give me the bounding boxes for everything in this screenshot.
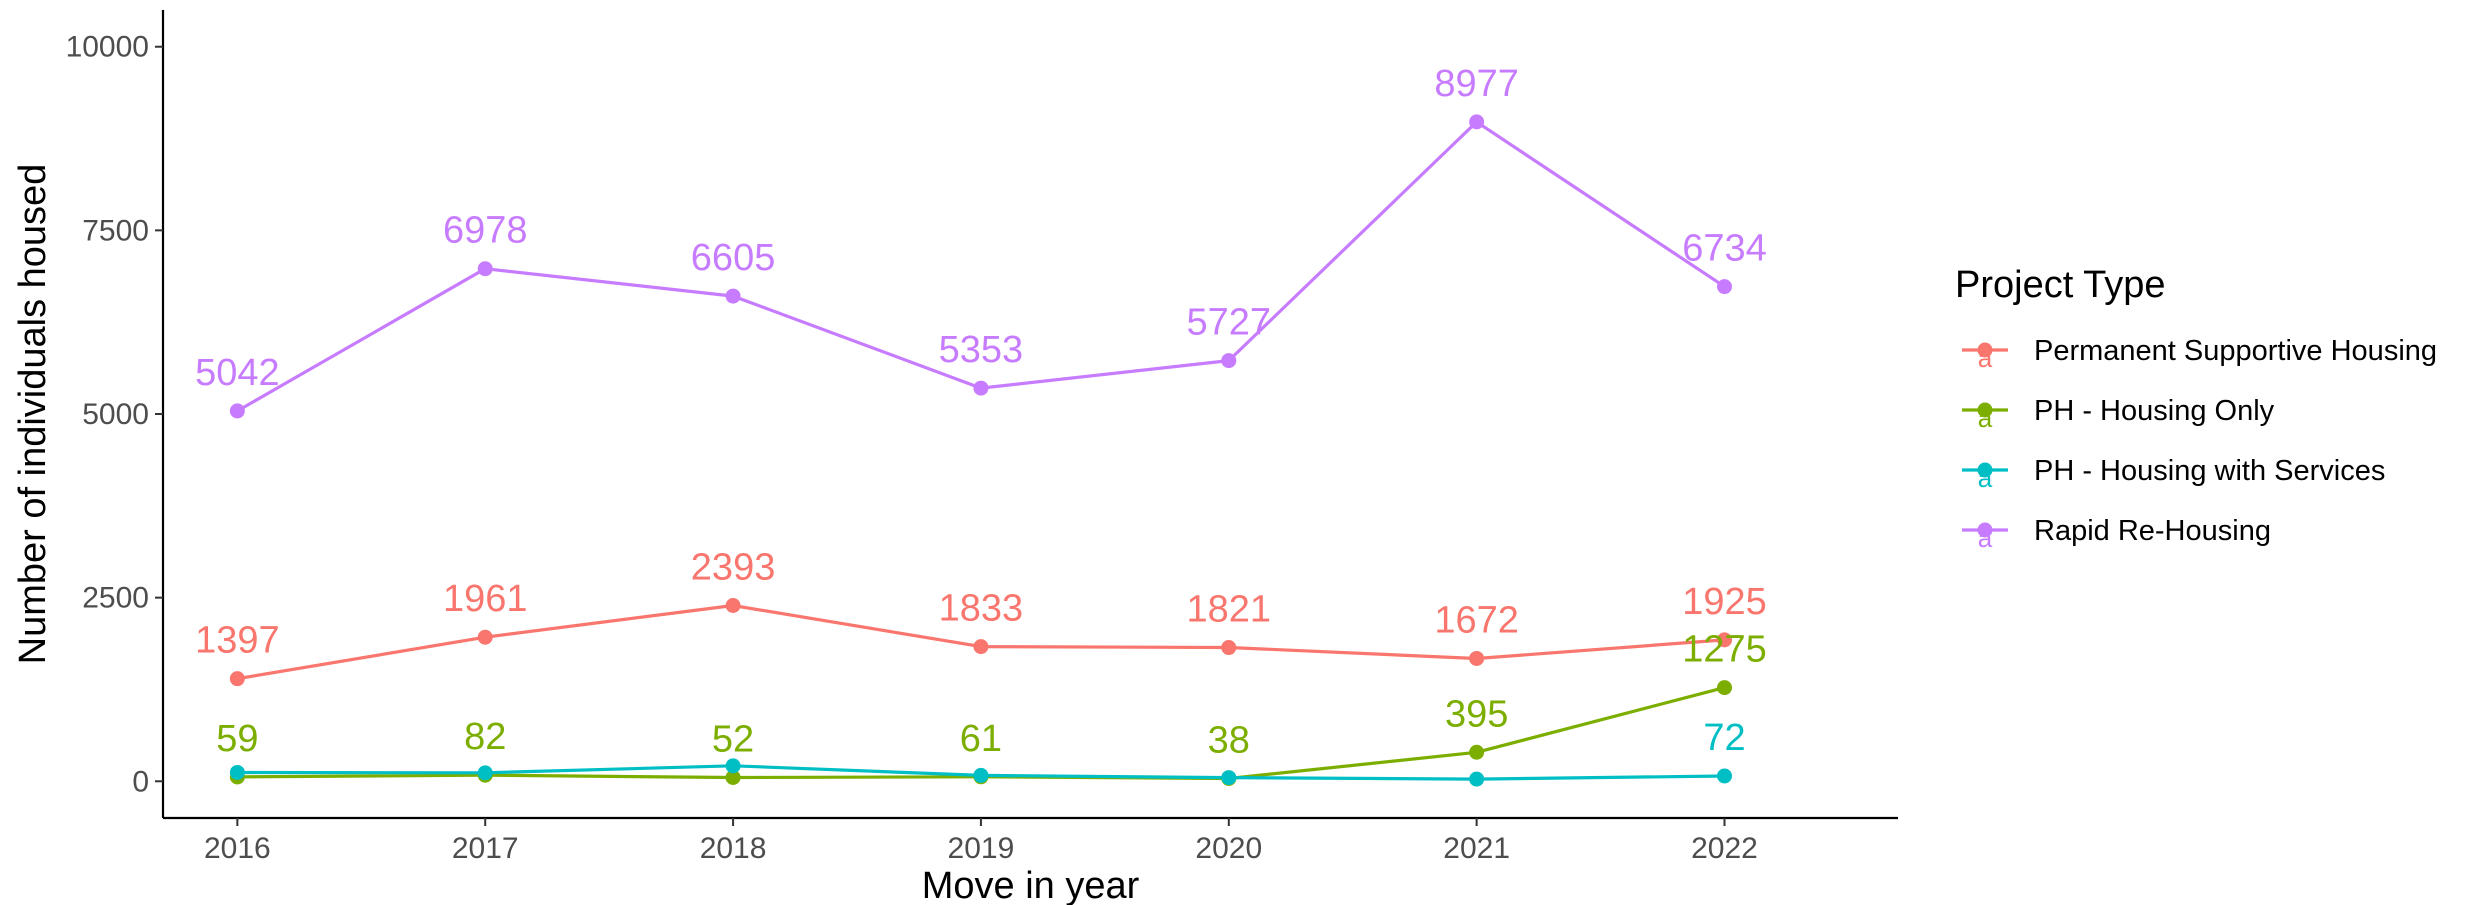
y-tick-label: 2500 — [82, 582, 149, 615]
data-label: 395 — [1445, 693, 1508, 735]
data-point — [477, 765, 493, 781]
legend-label: Rapid Re-Housing — [2034, 515, 2271, 547]
x-tick-label: 2016 — [204, 832, 271, 865]
y-tick-label: 5000 — [82, 398, 149, 431]
data-label: 6734 — [1682, 228, 1767, 270]
data-point — [725, 758, 741, 774]
data-label: 5353 — [939, 329, 1024, 371]
data-label: 59 — [216, 718, 258, 760]
data-label: 1397 — [195, 620, 280, 662]
data-point — [229, 671, 245, 687]
legend-key-glyph: a — [1978, 343, 1993, 373]
legend-item: a Permanent Supportive Housing — [1962, 335, 2437, 373]
legend-key-point — [1977, 462, 1993, 478]
data-point — [973, 767, 989, 783]
y-tick-label: 7500 — [82, 214, 149, 247]
x-axis-title: Move in year — [922, 865, 1140, 905]
axes: 0 2500 5000 7500 10000 2016 2017 2018 2019 2020 20… — [66, 10, 1898, 865]
data-label: 1833 — [939, 588, 1024, 630]
legend-title: Project Type — [1955, 264, 2166, 306]
legend-key-point — [1977, 402, 1993, 418]
legend-key-point — [1977, 342, 1993, 358]
data-point — [973, 639, 989, 655]
data-point — [1469, 771, 1485, 787]
y-tick-label: 10000 — [66, 31, 149, 64]
data-point — [477, 261, 493, 277]
data-point — [1221, 770, 1237, 786]
data-point — [725, 288, 741, 304]
legend-label: PH - Housing Only — [2034, 395, 2275, 427]
legend-key-glyph: a — [1978, 463, 1993, 493]
legend: Project Type a Permanent Supportive Housi… — [1955, 264, 2437, 553]
data-label: 82 — [464, 716, 506, 758]
data-point — [725, 769, 741, 785]
legend-key-glyph: a — [1978, 403, 1993, 433]
data-label: 1925 — [1682, 581, 1767, 623]
series-lines — [229, 114, 1732, 787]
legend-key-point — [1977, 522, 1993, 538]
data-label: 5727 — [1187, 302, 1272, 344]
data-point — [229, 764, 245, 780]
data-point — [725, 597, 741, 613]
data-label: 6605 — [691, 237, 776, 279]
y-axis-title: Number of individuals housed — [12, 164, 54, 665]
legend-item: a Rapid Re-Housing — [1962, 515, 2271, 553]
x-tick-label: 2018 — [700, 832, 767, 865]
data-label: 72 — [1703, 717, 1745, 759]
y-tick-label: 0 — [132, 765, 149, 798]
data-point — [1221, 353, 1237, 369]
data-label: 1821 — [1187, 589, 1272, 631]
data-label: 1961 — [443, 578, 528, 620]
data-point — [1717, 632, 1732, 648]
x-tick-label: 2022 — [1691, 832, 1758, 865]
data-label: 38 — [1208, 719, 1250, 761]
data-label: 61 — [960, 718, 1002, 760]
data-point — [229, 403, 245, 419]
data-point — [1717, 680, 1732, 696]
data-point — [1717, 279, 1732, 295]
data-label: 5042 — [195, 352, 280, 394]
data-point — [1469, 650, 1485, 666]
x-tick-label: 2020 — [1195, 832, 1262, 865]
legend-key-glyph: a — [1978, 523, 1993, 553]
data-label: 52 — [712, 718, 754, 760]
x-tick-label: 2019 — [948, 832, 1015, 865]
data-label: 2393 — [691, 546, 776, 588]
legend-label: Permanent Supportive Housing — [2034, 335, 2437, 367]
data-point — [973, 380, 989, 396]
x-tick-label: 2021 — [1443, 832, 1510, 865]
data-point — [477, 629, 493, 645]
data-label: 1275 — [1682, 629, 1767, 671]
data-label: 6978 — [443, 210, 528, 252]
data-point — [1469, 114, 1485, 130]
data-label: 8977 — [1434, 63, 1519, 105]
data-labels: 1397 1961 2393 1833 1821 1672 1925 59 82 52 61 38 39… — [195, 63, 1767, 762]
legend-item: a PH - Housing with Services — [1962, 455, 2385, 493]
legend-item: a PH - Housing Only — [1962, 395, 2275, 433]
data-label: 1672 — [1434, 599, 1519, 641]
data-point — [1469, 744, 1485, 760]
data-point — [1717, 768, 1732, 784]
data-point — [1221, 640, 1237, 656]
x-tick-label: 2017 — [452, 832, 519, 865]
legend-label: PH - Housing with Services — [2034, 455, 2385, 487]
